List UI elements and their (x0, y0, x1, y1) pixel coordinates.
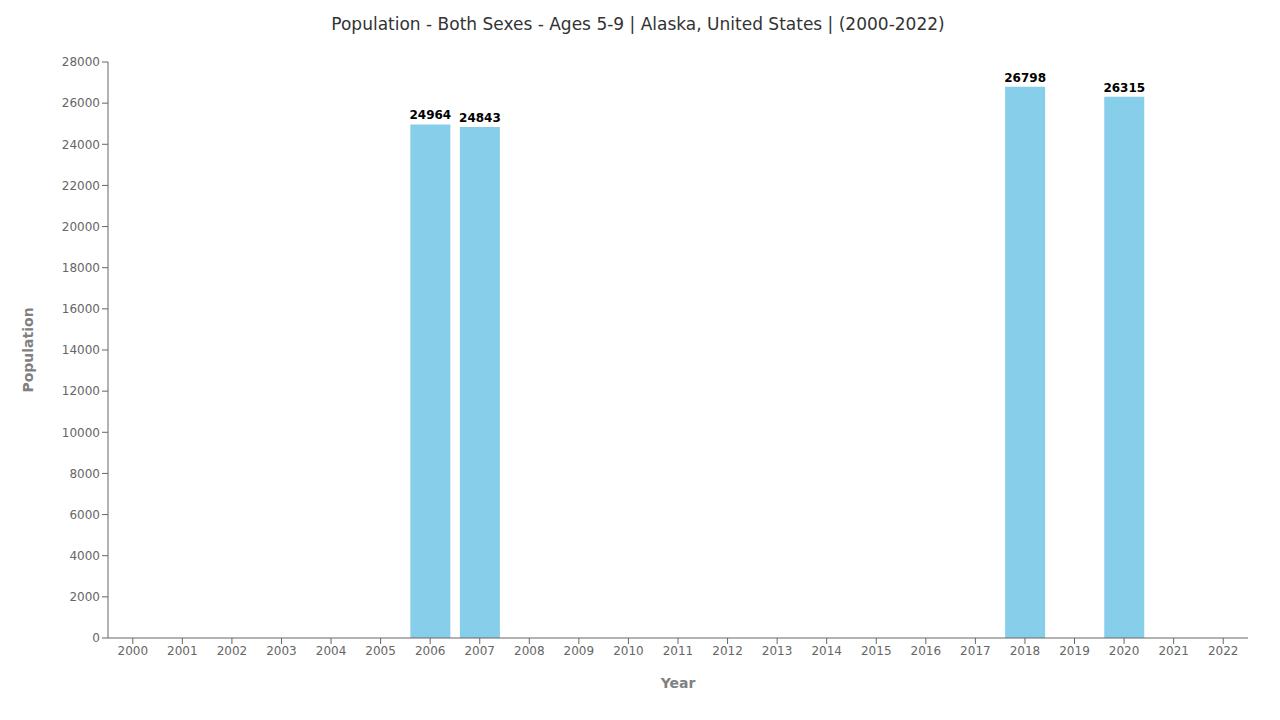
svg-text:2017: 2017 (960, 644, 991, 658)
svg-text:24843: 24843 (459, 111, 501, 125)
svg-text:2013: 2013 (762, 644, 793, 658)
svg-text:28000: 28000 (62, 55, 100, 69)
svg-text:26798: 26798 (1004, 71, 1046, 85)
svg-text:Year: Year (660, 675, 696, 691)
svg-text:12000: 12000 (62, 384, 100, 398)
svg-text:2010: 2010 (613, 644, 644, 658)
svg-text:24000: 24000 (62, 138, 100, 152)
svg-text:10000: 10000 (62, 426, 100, 440)
svg-text:2001: 2001 (167, 644, 198, 658)
svg-text:2011: 2011 (663, 644, 694, 658)
svg-text:2009: 2009 (564, 644, 595, 658)
svg-text:2015: 2015 (861, 644, 892, 658)
svg-text:4000: 4000 (69, 549, 100, 563)
svg-text:2000: 2000 (69, 590, 100, 604)
svg-text:2021: 2021 (1158, 644, 1189, 658)
svg-text:24964: 24964 (409, 108, 451, 122)
svg-text:26000: 26000 (62, 96, 100, 110)
svg-text:2003: 2003 (266, 644, 297, 658)
svg-text:2000: 2000 (118, 644, 149, 658)
svg-text:2022: 2022 (1208, 644, 1239, 658)
svg-text:2014: 2014 (811, 644, 842, 658)
svg-text:2006: 2006 (415, 644, 446, 658)
svg-text:2018: 2018 (1010, 644, 1041, 658)
svg-text:2020: 2020 (1109, 644, 1140, 658)
html-text:Population - Both Sexes - Ages: Population - Both Sexes - Ages 5-9 | Ala… (331, 14, 945, 34)
svg-text:2016: 2016 (911, 644, 942, 658)
svg-text:0: 0 (92, 631, 100, 645)
svg-text:22000: 22000 (62, 179, 100, 193)
svg-text:6000: 6000 (69, 508, 100, 522)
svg-text:2012: 2012 (712, 644, 743, 658)
svg-text:26315: 26315 (1103, 81, 1145, 95)
svg-text:20000: 20000 (62, 220, 100, 234)
svg-text:2007: 2007 (464, 644, 495, 658)
svg-text:2004: 2004 (316, 644, 347, 658)
svg-text:2002: 2002 (217, 644, 248, 658)
svg-text:2008: 2008 (514, 644, 545, 658)
svg-text:18000: 18000 (62, 261, 100, 275)
svg-text:14000: 14000 (62, 343, 100, 357)
svg-text:16000: 16000 (62, 302, 100, 316)
svg-text:Population: Population (20, 307, 36, 392)
svg-text:2005: 2005 (365, 644, 396, 658)
svg-text:8000: 8000 (69, 467, 100, 481)
svg-text:2019: 2019 (1059, 644, 1090, 658)
